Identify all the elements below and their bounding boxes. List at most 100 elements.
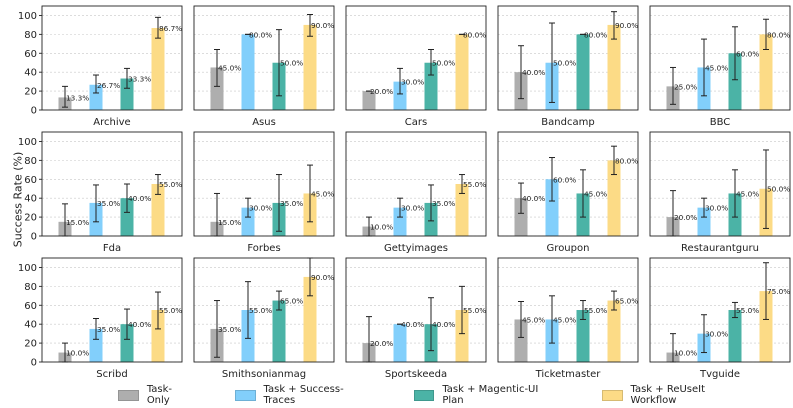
panel-cars: 20.0% 30.0% 50.0% 80.0% Cars (345, 5, 487, 128)
panel-title: Forbes (247, 243, 280, 254)
data-label: 10.0% (66, 349, 89, 358)
panel-restaurantguru: 20.0% 30.0% 45.0% 50.0% Restaurantguru (649, 131, 791, 254)
y-tick-label: 0 (31, 358, 37, 369)
data-label: 20.0% (674, 213, 697, 222)
bar-sportskeeda-series-2 (393, 324, 407, 362)
data-label: 13.3% (66, 93, 89, 102)
y-tick-label: 100 (18, 263, 37, 274)
data-label: 30.0% (401, 204, 424, 213)
data-label: 55.0% (463, 306, 486, 315)
data-label: 55.0% (736, 306, 759, 315)
bar-cars-series-3 (424, 62, 438, 110)
data-label: 45.0% (218, 63, 241, 72)
panel-frame (649, 5, 791, 111)
bar-groupon-series-1 (514, 198, 528, 236)
y-tick-label: 100 (18, 11, 37, 22)
bar-cars-series-4 (455, 34, 469, 111)
bar-scribd-series-2 (89, 328, 103, 362)
panel-title: Groupon (547, 243, 590, 254)
data-label: 15.0% (218, 218, 241, 227)
data-label: 40.0% (401, 320, 424, 329)
data-label: 65.0% (615, 297, 638, 306)
y-tick-label: 40 (24, 68, 37, 79)
data-label: 45.0% (553, 315, 576, 324)
legend-item-magentic-ui-plan: Task + Magentic-UI Plan (413, 384, 562, 406)
y-tick-label: 80 (24, 282, 37, 293)
data-label: 33.3% (128, 75, 151, 84)
legend-swatch-magentic-ui-plan (413, 389, 435, 401)
panel-title: Sportskeeda (385, 369, 447, 380)
data-label: 40.0% (128, 194, 151, 203)
panel-frame (497, 131, 639, 237)
panel-title: Asus (252, 117, 276, 128)
panel-title: Tvguide (699, 369, 740, 380)
data-label: 90.0% (311, 273, 334, 282)
bar-cars-series-2 (393, 81, 407, 110)
panel-smithsonianmag: 35.0% 55.0% 65.0% 90.0% Smithsonianmag (193, 257, 335, 380)
data-label: 80.0% (249, 30, 272, 39)
legend-item-task-only: Task-Only (118, 384, 195, 406)
data-label: 35.0% (218, 325, 241, 334)
data-label: 80.0% (615, 156, 638, 165)
legend-swatch-success-traces (234, 389, 256, 401)
data-label: 45.0% (736, 189, 759, 198)
legend: Task-Only Task + Success-Traces Task + M… (118, 384, 793, 406)
bar-bandcamp-series-4 (607, 24, 621, 111)
data-label: 50.0% (280, 59, 303, 68)
data-label: 30.0% (249, 204, 272, 213)
panel-frame (497, 257, 639, 363)
panel-frame (41, 131, 183, 237)
panel-sportskeeda: 20.0% 40.0% 40.0% 55.0% Sportskeeda (345, 257, 487, 380)
panel-frame (193, 5, 335, 111)
data-label: 26.7% (97, 81, 120, 90)
panel-frame (345, 257, 487, 363)
panel-frame (345, 5, 487, 111)
data-label: 10.0% (674, 349, 697, 358)
data-label: 55.0% (159, 180, 182, 189)
data-label: 86.7% (159, 24, 182, 33)
data-label: 90.0% (311, 21, 334, 30)
y-tick-label: 80 (24, 156, 37, 167)
bar-tvguide-series-4 (759, 291, 773, 362)
data-label: 35.0% (97, 199, 120, 208)
panel-fda: 15.0% 35.0% 40.0% 55.0% 0 20 40 60 80 100 Fda (18, 131, 183, 254)
y-tick-label: 40 (24, 320, 37, 331)
panel-frame (193, 257, 335, 363)
y-tick-label: 0 (31, 232, 37, 243)
legend-label-task-only: Task-Only (146, 384, 173, 406)
data-label: 40.0% (522, 68, 545, 77)
data-label: 40.0% (522, 194, 545, 203)
legend-label-success-traces: Task + Success-Traces (263, 384, 344, 406)
bar-archive-series-3 (120, 78, 134, 110)
bar-fda-series-3 (120, 198, 134, 236)
data-label: 35.0% (432, 199, 455, 208)
panel-title: Restaurantguru (681, 243, 759, 254)
bar-smithsonianmag-series-3 (272, 300, 286, 362)
panel-forbes: 15.0% 30.0% 35.0% 45.0% Forbes (193, 131, 335, 254)
y-tick-label: 20 (24, 213, 37, 224)
bar-asus-series-1 (210, 67, 224, 110)
data-label: 20.0% (370, 339, 393, 348)
bar-asus-series-2 (241, 34, 255, 111)
legend-label-magentic-ui-plan: Task + Magentic-UI Plan (442, 384, 539, 406)
legend-item-reuseit-workflow: Task + ReUseIt Workflow (601, 384, 753, 406)
y-axis-label: Success Rate (%) (11, 151, 25, 248)
data-label: 75.0% (767, 287, 790, 296)
data-label: 35.0% (280, 199, 303, 208)
panel-title: Bandcamp (541, 117, 594, 128)
y-tick-label: 20 (24, 339, 37, 350)
y-tick-label: 0 (31, 106, 37, 117)
bar-groupon-series-4 (607, 160, 621, 236)
bar-bbc-series-3 (728, 53, 742, 110)
bar-tvguide-series-3 (728, 310, 742, 362)
data-label: 55.0% (584, 306, 607, 315)
bar-smithsonianmag-series-4 (303, 276, 317, 362)
panel-bbc: 25.0% 45.0% 60.0% 80.0% BBC (649, 5, 791, 128)
data-label: 45.0% (522, 315, 545, 324)
panel-title: BBC (710, 117, 731, 128)
y-tick-label: 100 (18, 137, 37, 148)
data-label: 30.0% (705, 330, 728, 339)
panel-tvguide: 10.0% 30.0% 55.0% 75.0% Tvguide (649, 257, 791, 380)
data-label: 50.0% (553, 59, 576, 68)
data-label: 15.0% (66, 218, 89, 227)
